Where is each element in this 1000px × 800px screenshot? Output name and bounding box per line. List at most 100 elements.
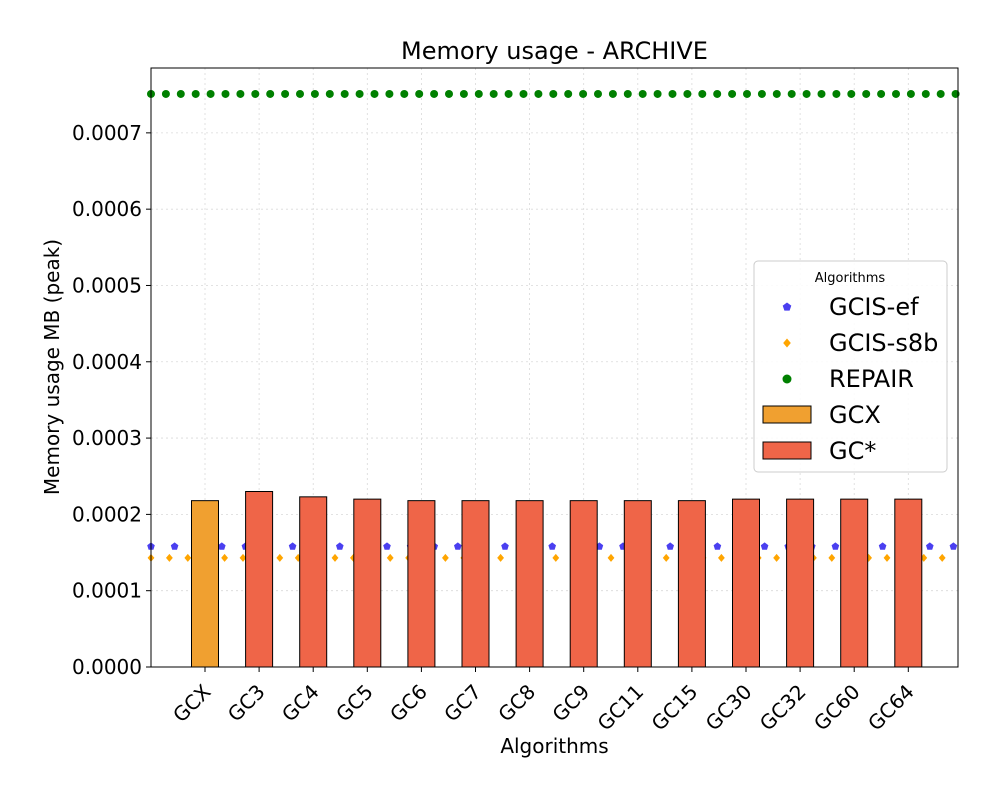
reference-point-repair: [489, 89, 498, 98]
reference-point-repair: [325, 89, 334, 98]
reference-point-gcis-s8b: [718, 553, 725, 562]
reference-point-repair: [757, 89, 766, 98]
reference-point-repair: [161, 89, 170, 98]
reference-point-repair: [936, 89, 945, 98]
reference-point-repair: [459, 89, 468, 98]
y-tick-label: 0.0002: [72, 502, 142, 526]
reference-point-repair: [340, 89, 349, 98]
reference-point-repair: [549, 89, 558, 98]
legend-label: REPAIR: [829, 365, 914, 393]
reference-point-gcis-ef: [949, 542, 958, 550]
legend-marker-gcis-s8b: [783, 338, 791, 348]
reference-point-repair: [668, 89, 677, 98]
reference-point-gcis-ef: [454, 542, 462, 550]
x-tick-label: GCX: [168, 679, 216, 727]
bar-gc7: [461, 500, 490, 668]
reference-point-repair: [594, 89, 602, 98]
y-axis: 0.0000 0.0001 0.0002 0.0003 0.0004 0.0005 0.00…: [72, 121, 151, 679]
reference-point-gcis-s8b: [276, 553, 284, 562]
reference-point-gcis-s8b: [883, 553, 891, 562]
x-tick-label: GC5: [331, 680, 378, 727]
reference-point-repair: [251, 89, 260, 98]
reference-point-gcis-s8b: [938, 553, 946, 562]
reference-point-repair: [772, 89, 781, 98]
reference-point-repair: [892, 89, 900, 98]
reference-point-repair: [206, 89, 215, 98]
chart-title: Memory usage - ARCHIVE: [401, 37, 708, 65]
reference-point-gcis-ef: [501, 542, 509, 550]
bar-gc30: [732, 498, 760, 668]
reference-point-repair: [817, 89, 826, 98]
x-tick-label: GC4: [277, 680, 324, 727]
reference-point-repair: [176, 89, 185, 98]
reference-point-gcis-ef: [713, 542, 722, 550]
x-tick-label: GC8: [493, 680, 540, 727]
reference-point-repair: [281, 89, 290, 98]
reference-point-repair: [296, 89, 304, 98]
reference-point-repair: [191, 89, 200, 98]
x-tick-label: GC6: [385, 680, 432, 727]
x-tick-label: GC3: [223, 680, 270, 727]
reference-point-repair: [802, 89, 811, 98]
reference-point-gcis-s8b: [166, 553, 173, 562]
y-tick-label: 0.0000: [72, 655, 142, 679]
bar-gc8: [515, 500, 544, 668]
reference-point-gcis-ef: [336, 542, 344, 550]
x-tick-label: GC30: [701, 680, 757, 736]
x-tick-label: GC9: [547, 680, 594, 727]
reference-point-gcis-ef: [831, 542, 840, 550]
reference-point-gcis-s8b: [442, 553, 449, 562]
reference-point-gcis-ef: [760, 542, 769, 550]
reference-point-gcis-s8b: [239, 553, 247, 562]
reference-point-repair: [370, 89, 379, 98]
y-tick-label: 0.0005: [72, 273, 142, 297]
x-tick-label: GC32: [755, 680, 811, 736]
reference-point-gcis-s8b: [662, 553, 670, 562]
reference-point-repair: [430, 89, 439, 98]
reference-point-gcis-s8b: [386, 553, 394, 562]
reference-point-repair: [221, 89, 230, 98]
reference-point-repair: [266, 89, 275, 98]
reference-point-repair: [400, 89, 409, 98]
reference-point-gcis-s8b: [607, 553, 615, 562]
bar-gc15: [677, 500, 706, 668]
reference-point-gcis-s8b: [497, 553, 504, 562]
legend-title: Algorithms: [815, 271, 886, 286]
reference-point-gcis-s8b: [221, 553, 228, 562]
x-tick-label: GC11: [593, 680, 649, 736]
reference-point-repair: [787, 89, 796, 98]
reference-point-repair: [638, 89, 647, 98]
y-tick-label: 0.0006: [72, 197, 142, 221]
reference-point-repair: [906, 89, 915, 98]
reference-point-repair: [445, 89, 453, 98]
reference-point-gcis-s8b: [331, 553, 339, 562]
reference-point-gcis-ef: [548, 542, 556, 550]
legend: Algorithms GCIS-ef GCIS-s8b REPAIR GCX GC*: [753, 260, 948, 473]
reference-point-gcis-ef: [383, 542, 391, 550]
x-tick-label: GC64: [863, 680, 919, 736]
reference-point-repair: [862, 89, 871, 98]
reference-point-gcis-ef: [288, 542, 297, 550]
reference-point-repair: [877, 89, 886, 98]
y-tick-label: 0.0003: [72, 426, 142, 450]
bar-gc9: [569, 500, 598, 668]
bar-gcx: [191, 500, 219, 668]
bar-gc5: [353, 498, 382, 668]
legend-label: GC*: [829, 437, 876, 465]
reference-point-repair: [847, 89, 856, 98]
reference-point-gcis-s8b: [184, 553, 192, 562]
reference-point-repair: [713, 89, 722, 98]
reference-point-repair: [564, 89, 573, 98]
legend-label: GCX: [829, 401, 881, 429]
reference-point-gcis-s8b: [828, 553, 836, 562]
reference-point-repair: [310, 89, 319, 98]
x-axis: GCX GC3 GC4 GC5 GC6 GC7 GC8 GC9GC11GC15GC30GC32…: [168, 667, 919, 735]
legend-marker-gcis-ef: [782, 302, 792, 311]
legend-marker-repair: [782, 374, 792, 384]
bar-gc4: [299, 496, 328, 668]
bar-gc6: [407, 500, 436, 668]
reference-point-repair: [504, 89, 513, 98]
bar-gc60: [840, 498, 869, 668]
reference-point-repair: [832, 89, 841, 98]
